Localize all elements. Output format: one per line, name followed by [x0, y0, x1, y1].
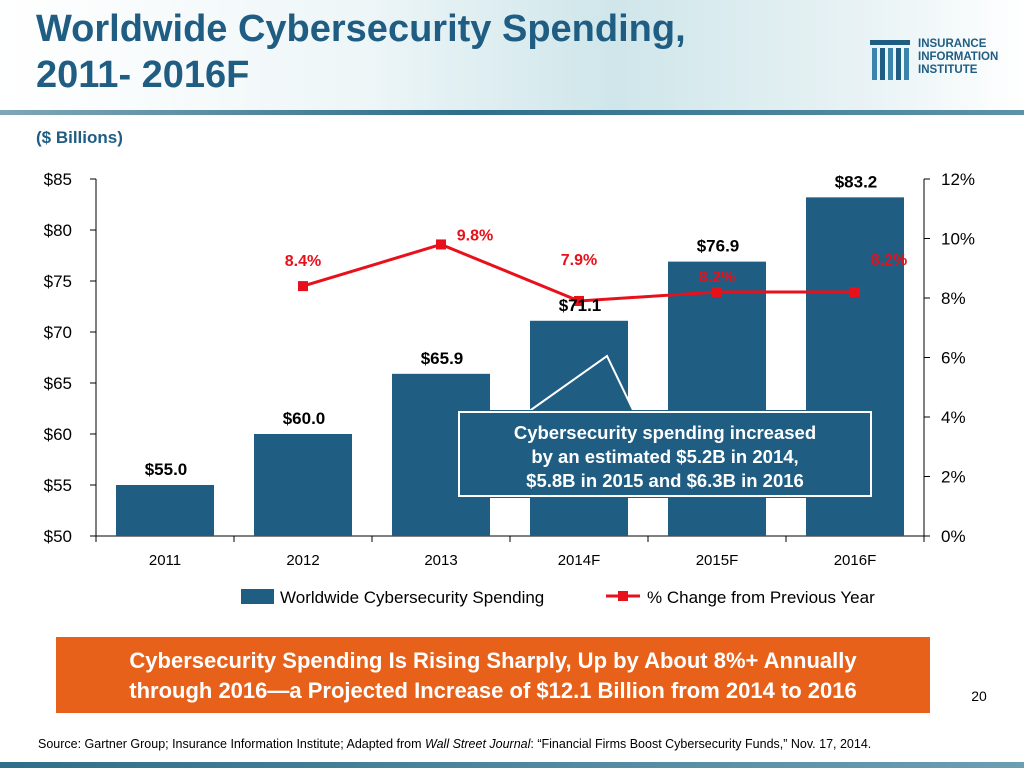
- bar-value-label: $76.9: [697, 237, 740, 256]
- left-axis-tick-label: $55: [44, 476, 72, 495]
- bar-value-label: $60.0: [283, 409, 326, 428]
- pct-change-marker: [298, 281, 308, 292]
- logo-line-3: INSTITUTE: [918, 64, 978, 76]
- callout-line-1: Cybersecurity spending increased: [513, 422, 817, 443]
- x-axis-tick-label: 2014F: [558, 552, 601, 569]
- left-axis-tick-label: $60: [44, 425, 72, 444]
- left-axis-tick-label: $70: [44, 323, 72, 342]
- x-axis-tick-label: 2012: [286, 552, 319, 569]
- right-axis-tick-label: 10%: [941, 230, 975, 249]
- logo: INSURANCE INFORMATION INSTITUTE: [868, 38, 1018, 82]
- slide-title-line-2: 2011- 2016F: [36, 54, 250, 96]
- callout-line-3: $5.8B in 2015 and $6.3B in 2016: [526, 470, 804, 491]
- slide-title-line-1: Worldwide Cybersecurity Spending,: [36, 8, 686, 50]
- right-axis-tick-label: 2%: [941, 468, 966, 487]
- right-axis-tick-label: 4%: [941, 408, 966, 427]
- cybersecurity-spending-chart: $50 $55 $60 $65 $70 $75 $80 $85 0% 2% 4% 6% 8% 10% 12%…: [44, 170, 975, 607]
- left-axis-tick-label: $75: [44, 272, 72, 291]
- logo-line-1: INSURANCE: [918, 38, 987, 50]
- x-axis-tick-label: 2013: [424, 552, 457, 569]
- bar-value-label: $71.1: [559, 296, 602, 315]
- pct-change-label: 8.4%: [285, 253, 321, 270]
- callout-box: Cybersecurity spending increased by an e…: [458, 411, 872, 497]
- header-divider: [0, 110, 1024, 115]
- source-publication: Wall Street Journal: [425, 737, 531, 751]
- right-axis-tick-label: 6%: [941, 349, 966, 368]
- x-axis-tick-label: 2011: [149, 552, 181, 569]
- right-axis-tick-label: 0%: [941, 527, 966, 546]
- units-label: ($ Billions): [36, 128, 123, 147]
- header-band: [0, 0, 1024, 112]
- legend-bar-label: Worldwide Cybersecurity Spending: [280, 588, 544, 607]
- slide-title: Worldwide Cybersecurity Spending, 2011- …: [36, 6, 686, 98]
- iii-logo-icon: [870, 40, 910, 80]
- legend-bar-swatch: [241, 589, 274, 604]
- banner-line-1: Cybersecurity Spending Is Rising Sharply…: [129, 648, 857, 673]
- bar-value-label: $65.9: [421, 349, 464, 368]
- pct-change-label: 7.9%: [561, 252, 597, 269]
- summary-banner: Cybersecurity Spending Is Rising Sharply…: [56, 637, 930, 713]
- pct-change-marker: [574, 295, 584, 306]
- left-axis-tick-label: $65: [44, 374, 72, 393]
- bar-value-label: $83.2: [835, 172, 878, 191]
- legend-line-label: % Change from Previous Year: [647, 588, 875, 607]
- source-note: Source: Gartner Group; Insurance Informa…: [38, 737, 871, 751]
- pct-change-marker: [850, 287, 860, 298]
- logo-line-2: INFORMATION: [918, 51, 999, 63]
- right-axis-tick-label: 8%: [941, 289, 966, 308]
- right-axis-tick-label: 12%: [941, 170, 975, 189]
- left-axis-tick-label: $80: [44, 221, 72, 240]
- banner-line-2: through 2016—a Projected Increase of $12…: [129, 678, 857, 703]
- pct-change-marker: [712, 287, 722, 298]
- source-suffix: : “Financial Firms Boost Cybersecurity F…: [530, 737, 872, 751]
- pct-change-label: 8.2%: [871, 252, 907, 269]
- left-axis-tick-label: $85: [44, 170, 72, 189]
- callout-line-2: by an estimated $5.2B in 2014,: [531, 446, 799, 467]
- x-axis-tick-label: 2016F: [834, 552, 877, 569]
- source-prefix: Source: Gartner Group; Insurance Informa…: [38, 737, 426, 751]
- pct-change-label: 8.2%: [699, 269, 735, 286]
- pct-change-marker: [436, 239, 446, 250]
- x-axis-tick-label: 2015F: [696, 552, 739, 569]
- bar-value-label: $55.0: [145, 460, 188, 479]
- page-number: 20: [971, 688, 987, 704]
- footer-divider: [0, 762, 1024, 768]
- legend-line-marker: [618, 591, 628, 601]
- bar: [116, 485, 214, 536]
- logo-text: INSURANCE INFORMATION INSTITUTE: [918, 38, 998, 77]
- left-axis-tick-label: $50: [44, 527, 72, 546]
- bar: [254, 434, 352, 536]
- pct-change-label: 9.8%: [457, 227, 493, 244]
